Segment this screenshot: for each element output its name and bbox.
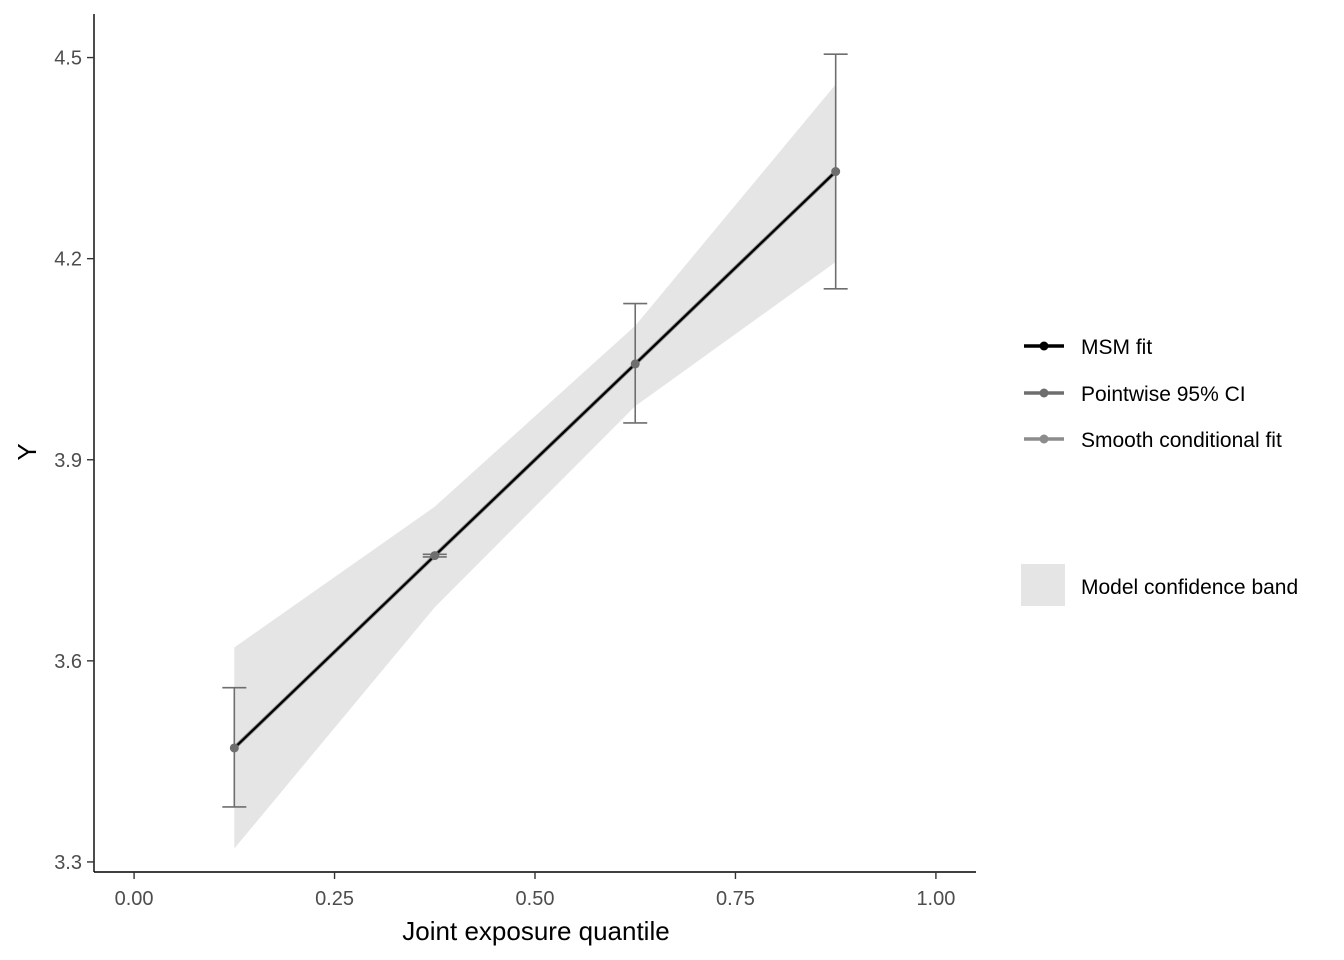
data-point <box>430 551 440 561</box>
axis-layer: 0.00 0.25 0.50 0.75 1.00 3.3 3.6 3.9 4.2 4.5 <box>54 14 976 910</box>
legend-point-smooth-fit <box>1039 434 1049 444</box>
x-axis-title: Joint exposure quantile <box>402 916 669 946</box>
legend-label-pointwise-ci: Pointwise 95% CI <box>1081 383 1246 406</box>
x-tick-label: 0.75 <box>716 888 755 910</box>
y-tick-label: 3.9 <box>54 450 82 472</box>
y-tick-label: 3.3 <box>54 852 82 874</box>
x-tick-label: 0.25 <box>315 888 354 910</box>
x-tick-label: 0.50 <box>516 888 555 910</box>
legend-item-msm-fit: MSM fit <box>1024 336 1152 359</box>
msm-fit-line <box>233 170 837 749</box>
legend-item-smooth-fit: Smooth conditional fit <box>1024 429 1282 452</box>
legend: MSM fit Pointwise 95% CI Smooth conditio… <box>1021 336 1298 606</box>
confidence-band <box>234 84 836 849</box>
x-tick-label: 1.00 <box>916 888 955 910</box>
y-tick-label: 3.6 <box>54 651 82 673</box>
legend-key-confidence-band <box>1021 564 1065 606</box>
point-layer <box>229 167 841 753</box>
x-tick-label: 0.00 <box>115 888 154 910</box>
y-tick-label: 4.2 <box>54 249 82 271</box>
legend-label-smooth-fit: Smooth conditional fit <box>1081 429 1282 452</box>
legend-point-msm-fit <box>1039 341 1049 351</box>
y-tick-label: 4.5 <box>54 48 82 70</box>
legend-label-msm-fit: MSM fit <box>1081 336 1152 359</box>
fit-line-layer <box>232 170 838 750</box>
legend-item-pointwise-ci: Pointwise 95% CI <box>1024 383 1246 406</box>
data-point <box>229 743 239 753</box>
y-axis-title: Y <box>12 443 42 460</box>
legend-point-pointwise-ci <box>1039 388 1049 398</box>
legend-item-confidence-band: Model confidence band <box>1021 564 1298 606</box>
confidence-band-layer <box>234 84 836 849</box>
data-point <box>630 359 640 369</box>
legend-label-confidence-band: Model confidence band <box>1081 576 1298 599</box>
data-point <box>831 167 841 177</box>
